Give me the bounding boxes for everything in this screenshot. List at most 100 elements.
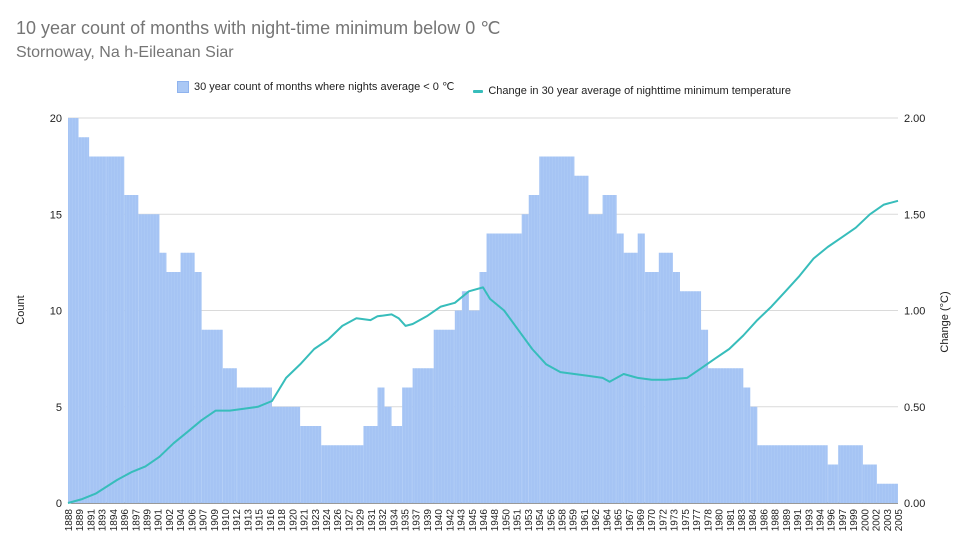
bar <box>402 387 413 503</box>
bar <box>602 195 617 503</box>
x-tick-label: 1956 <box>546 509 557 532</box>
x-tick-label: 1940 <box>434 509 445 532</box>
bar <box>194 272 202 503</box>
bar <box>391 426 403 503</box>
y2-tick-label: 2.00 <box>904 113 925 125</box>
x-tick-label: 1926 <box>333 509 344 532</box>
x-tick-label: 1943 <box>457 509 468 532</box>
x-tick-label: 1964 <box>602 509 613 532</box>
bar <box>521 214 529 503</box>
y-tick-label: 15 <box>50 209 62 221</box>
x-tick-label: 1946 <box>479 509 490 532</box>
x-tick-label: 1889 <box>75 509 86 532</box>
x-tick-label: 1897 <box>131 509 142 532</box>
x-tick-label: 2005 <box>894 509 905 532</box>
bar <box>672 272 680 503</box>
x-tick-label: 1934 <box>389 509 400 532</box>
y-axis-title: Count <box>15 295 27 324</box>
bar <box>708 368 744 503</box>
y2-tick-label: 1.50 <box>904 209 925 221</box>
y2-axis-title: Change (°C) <box>939 291 951 352</box>
bar <box>838 445 863 503</box>
chart-title: 10 year count of months with night-time … <box>16 18 501 38</box>
x-tick-label: 1981 <box>726 509 737 532</box>
x-tick-label: 1970 <box>647 509 658 532</box>
x-tick-label: 1927 <box>344 509 355 532</box>
x-tick-label: 1942 <box>445 509 456 532</box>
x-tick-label: 1993 <box>804 509 815 532</box>
legend-label-count: 30 year count of months where nights ave… <box>193 81 455 93</box>
legend-swatch-bars <box>176 80 189 93</box>
bar <box>68 118 79 503</box>
bar <box>180 252 195 503</box>
x-tick-label: 1978 <box>703 509 714 532</box>
bar <box>271 406 301 503</box>
x-tick-label: 1932 <box>378 509 389 532</box>
x-tick-label: 1951 <box>513 509 524 532</box>
bar <box>743 387 751 503</box>
bar <box>433 329 455 503</box>
y-tick-label: 5 <box>56 402 62 414</box>
x-tick-label: 1967 <box>625 509 636 532</box>
chart-legend: 30 year count of months where nights ave… <box>0 80 968 97</box>
bar <box>78 137 90 503</box>
y-tick-label: 10 <box>50 306 62 318</box>
temperature-change-line <box>67 199 899 504</box>
x-tick-label: 1972 <box>659 509 670 532</box>
x-tick-label: 1950 <box>501 509 512 532</box>
x-tick-label: 1916 <box>266 509 277 532</box>
bar <box>528 195 540 503</box>
x-tick-label: 1896 <box>120 509 131 532</box>
x-tick-label: 1948 <box>490 509 501 532</box>
x-tick-label: 1894 <box>109 509 120 532</box>
x-tick-label: 1923 <box>311 509 322 532</box>
y-tick-label: 0 <box>56 498 62 510</box>
x-tick-label: 1920 <box>288 509 299 532</box>
x-tick-label: 1975 <box>681 509 692 532</box>
bar-series <box>68 118 898 503</box>
x-tick-label: 1959 <box>569 509 580 532</box>
x-tick-label: 1980 <box>715 509 726 532</box>
legend-item-change[interactable]: Change in 30 year average of nighttime m… <box>473 85 791 97</box>
bar <box>574 175 589 503</box>
bar <box>486 233 522 503</box>
bar <box>644 272 659 503</box>
bar <box>124 195 139 503</box>
bar <box>412 368 434 503</box>
bar <box>454 310 462 503</box>
x-tick-label: 1893 <box>98 509 109 532</box>
right-axis: 0.00 0.50 1.00 1.50 2.00 <box>904 113 925 510</box>
x-tick-label: 1962 <box>591 509 602 532</box>
y2-tick-label: 0.50 <box>904 402 925 414</box>
x-axis: 1888 1889 1891 1893 1894 1896 1897 1899 1901 1902… <box>64 509 905 532</box>
x-tick-label: 1906 <box>187 509 198 532</box>
x-tick-label: 2000 <box>860 509 871 532</box>
legend-item-count[interactable]: 30 year count of months where nights ave… <box>176 80 455 93</box>
x-tick-label: 1921 <box>300 509 311 532</box>
x-tick-label: 1918 <box>277 509 288 532</box>
x-tick-label: 1909 <box>210 509 221 532</box>
x-tick-label: 1902 <box>165 509 176 532</box>
x-tick-label: 1910 <box>221 509 232 532</box>
y2-tick-label: 1.00 <box>904 306 925 318</box>
x-tick-label: 1891 <box>86 509 97 532</box>
x-tick-label: 1954 <box>535 509 546 532</box>
x-tick-label: 1953 <box>524 509 535 532</box>
x-tick-label: 1924 <box>322 509 333 532</box>
bar <box>623 252 638 503</box>
bar <box>159 252 167 503</box>
bar <box>750 406 758 503</box>
x-tick-label: 1977 <box>692 509 703 532</box>
x-tick-label: 1945 <box>468 509 479 532</box>
bar <box>461 291 469 503</box>
bar <box>106 156 125 503</box>
left-axis: 0 5 10 15 20 <box>50 113 62 510</box>
x-tick-label: 1912 <box>232 509 243 532</box>
x-tick-label: 2003 <box>883 509 894 532</box>
bar <box>300 426 322 503</box>
bar <box>876 483 898 503</box>
bar <box>479 272 487 503</box>
x-tick-label: 1984 <box>748 509 759 532</box>
x-tick-label: 1973 <box>670 509 681 532</box>
